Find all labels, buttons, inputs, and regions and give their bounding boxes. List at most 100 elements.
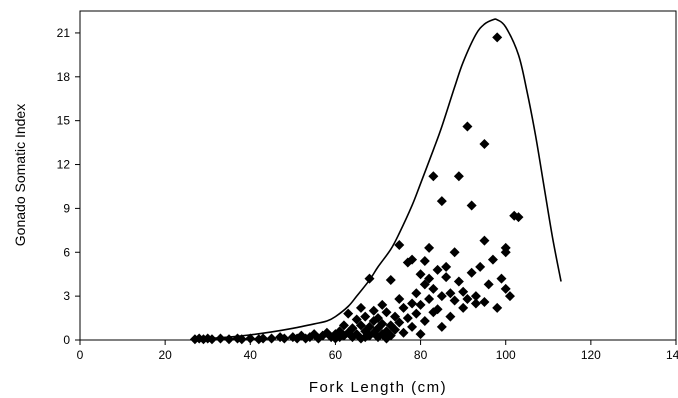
data-point [453, 276, 464, 287]
data-point [462, 294, 473, 305]
data-point [453, 171, 464, 182]
data-point [432, 264, 443, 275]
fitted-curve [194, 18, 562, 341]
data-point [441, 272, 452, 283]
y-tick-label: 0 [63, 333, 70, 347]
data-point [475, 261, 486, 272]
y-tick-label: 9 [63, 201, 70, 215]
data-point [279, 333, 290, 344]
data-point [441, 261, 452, 272]
y-tick-label: 15 [57, 114, 71, 128]
data-point [458, 286, 469, 297]
x-tick-label: 140 [666, 348, 678, 362]
x-tick-label: 0 [77, 348, 84, 362]
x-axis-ticks: 0 20 40 60 80 100 120 140 [77, 340, 678, 362]
data-point [258, 333, 269, 344]
data-point [407, 298, 418, 309]
data-point [449, 295, 460, 306]
data-point [215, 333, 226, 344]
data-point [436, 291, 447, 302]
data-point [492, 302, 503, 313]
data-point [377, 299, 388, 310]
data-point [479, 235, 490, 246]
data-point [496, 273, 507, 284]
x-tick-label: 60 [329, 348, 343, 362]
y-axis-ticks: 0 3 6 9 12 15 18 21 [57, 26, 80, 347]
data-point [462, 121, 473, 132]
data-point [470, 298, 481, 309]
curve-layer [194, 18, 562, 341]
data-point [266, 333, 277, 344]
data-point [394, 239, 405, 250]
data-point [479, 296, 490, 307]
data-point [245, 333, 256, 344]
x-tick-label: 80 [414, 348, 428, 362]
data-point [385, 275, 396, 286]
y-tick-label: 18 [57, 70, 71, 84]
data-point [360, 311, 371, 322]
data-point [483, 279, 494, 290]
data-point [445, 311, 456, 322]
data-point [355, 302, 366, 313]
x-tick-label: 40 [244, 348, 258, 362]
data-point [394, 317, 405, 328]
data-point [449, 247, 460, 258]
y-tick-label: 12 [57, 158, 71, 172]
data-point [415, 269, 426, 280]
data-point [398, 302, 409, 313]
data-point [343, 308, 354, 319]
data-point [424, 294, 435, 305]
data-point [500, 283, 511, 294]
x-tick-label: 100 [496, 348, 516, 362]
y-tick-label: 21 [57, 26, 71, 40]
data-point [415, 329, 426, 340]
data-point [407, 321, 418, 332]
data-point [373, 313, 383, 324]
data-point [347, 323, 358, 334]
y-tick-label: 6 [63, 245, 70, 259]
data-point [436, 321, 447, 332]
data-point [419, 279, 430, 290]
y-tick-label: 3 [63, 289, 70, 303]
data-point [368, 305, 379, 316]
data-point [381, 307, 392, 318]
data-point [394, 294, 405, 305]
data-point [390, 324, 401, 335]
data-point [407, 254, 418, 265]
x-tick-label: 20 [158, 348, 172, 362]
x-tick-label: 120 [581, 348, 601, 362]
data-point [479, 139, 490, 150]
data-point [385, 330, 396, 341]
data-point [470, 291, 481, 302]
data-point [432, 304, 443, 315]
data-point [428, 283, 439, 294]
scatter-points [189, 32, 524, 345]
data-point [513, 212, 524, 223]
data-point [398, 327, 409, 338]
data-point [492, 32, 503, 43]
data-point [466, 200, 477, 211]
data-point [466, 267, 477, 278]
data-point [419, 256, 430, 267]
data-point [338, 320, 349, 331]
data-point [364, 321, 375, 332]
x-axis-title: Fork Length (cm) [309, 379, 447, 396]
data-point [377, 318, 388, 329]
data-point [411, 308, 422, 319]
data-point [458, 302, 469, 313]
data-point [500, 247, 511, 258]
data-point [436, 196, 447, 207]
data-point [424, 273, 435, 284]
data-point [224, 334, 234, 345]
plot-frame [79, 10, 677, 341]
data-point [351, 314, 362, 325]
data-point [390, 311, 401, 322]
data-point [411, 288, 422, 299]
y-axis-title: Gonado Somatic Index [12, 104, 28, 246]
data-point [504, 291, 515, 302]
data-point [415, 299, 426, 310]
data-point [355, 320, 366, 331]
data-point [487, 254, 498, 265]
data-point [206, 334, 217, 345]
